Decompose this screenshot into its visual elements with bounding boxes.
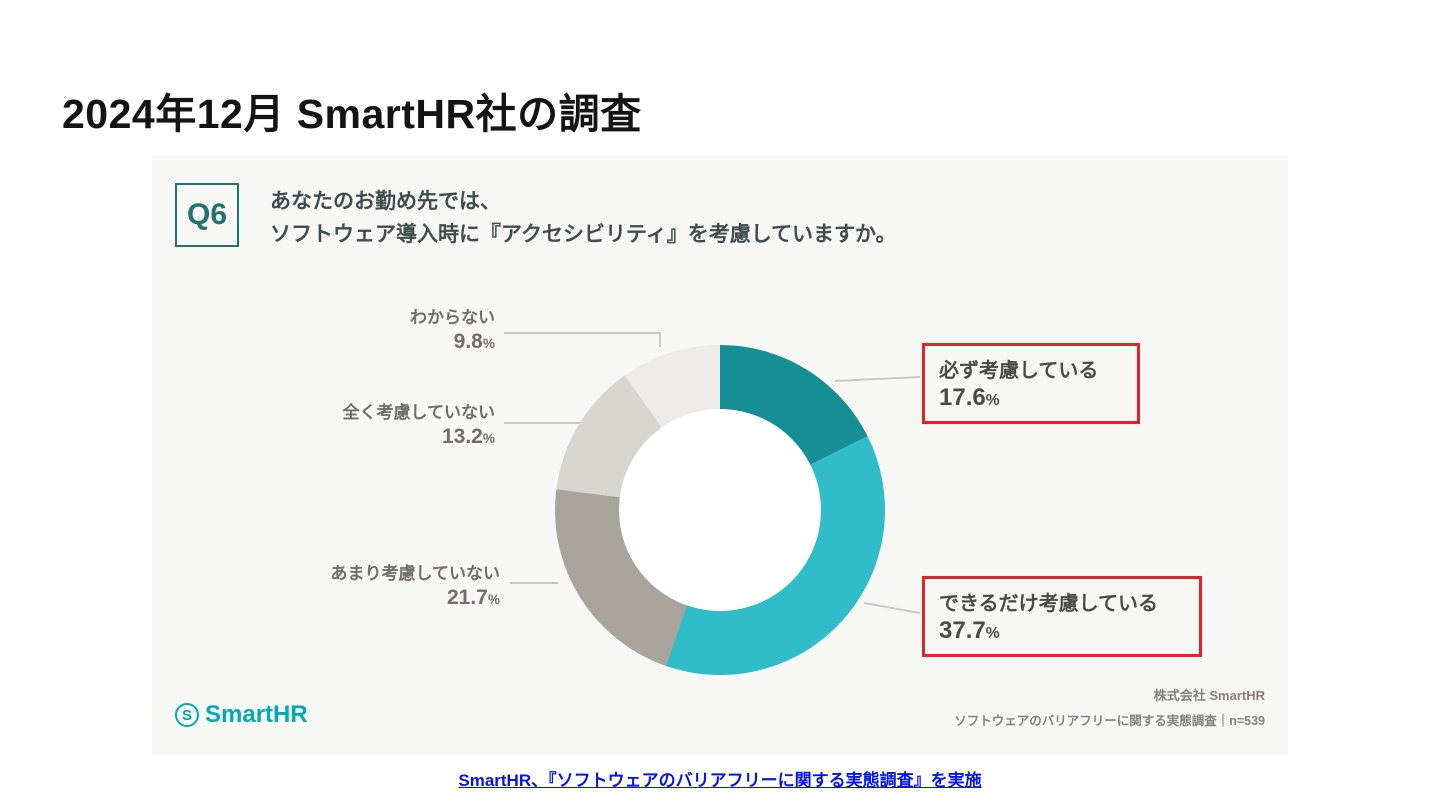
highlight-value: 17.6% xyxy=(939,384,1000,411)
callout-value: 9.8% xyxy=(453,330,495,353)
survey-panel: Q6 あなたのお勤め先では、 ソフトウェア導入時に『アクセシビリティ』を考慮して… xyxy=(152,155,1288,755)
highlight-box-always: 必ず考慮している 17.6% xyxy=(922,343,1140,424)
source-attribution: 株式会社 SmartHR ソフトウェアのバリアフリーに関する実態調査｜n=539 xyxy=(954,685,1265,729)
smarthr-logo-icon: S xyxy=(175,703,199,727)
highlight-label: できるだけ考慮している xyxy=(939,593,1158,615)
page-title: 2024年12月 SmartHR社の調査 xyxy=(62,91,642,137)
question-line1: あなたのお勤め先では、 xyxy=(270,190,501,213)
highlight-value: 37.7% xyxy=(939,617,1000,644)
footer: SmartHR、『ソフトウェアのバリアフリーに関する実態調査』を実施 xyxy=(0,766,1440,791)
callout-value: 13.2% xyxy=(441,425,495,448)
callout-label: 全く考慮していない xyxy=(342,403,496,422)
callout-value: 21.7% xyxy=(446,586,500,609)
question-text: あなたのお勤め先では、 ソフトウェア導入時に『アクセシビリティ』を考慮しています… xyxy=(270,185,897,251)
donut-hole xyxy=(619,409,821,611)
source-company: 株式会社 SmartHR xyxy=(1153,688,1265,703)
question-badge: Q6 xyxy=(175,183,239,247)
source-survey: ソフトウェアのバリアフリーに関する実態調査｜n=539 xyxy=(954,714,1265,728)
footer-link[interactable]: SmartHR、『ソフトウェアのバリアフリーに関する実態調査』を実施 xyxy=(458,771,982,790)
donut-chart xyxy=(555,345,885,675)
callout-label: わからない xyxy=(410,308,495,327)
callout-never: 全く考慮していない 13.2% xyxy=(195,398,496,449)
highlight-label: 必ず考慮している xyxy=(939,360,1099,382)
callout-label: あまり考慮していない xyxy=(330,564,501,583)
callout-not-much: あまり考慮していない 21.7% xyxy=(200,559,501,610)
highlight-box-as-much-as-possible: できるだけ考慮している 37.7% xyxy=(922,576,1202,657)
question-line2: ソフトウェア導入時に『アクセシビリティ』を考慮していますか。 xyxy=(270,223,897,246)
brand-name: SmartHR xyxy=(205,701,308,728)
callout-unknown: わからない 9.8% xyxy=(195,303,495,354)
brand-logo: S SmartHR xyxy=(175,701,308,729)
